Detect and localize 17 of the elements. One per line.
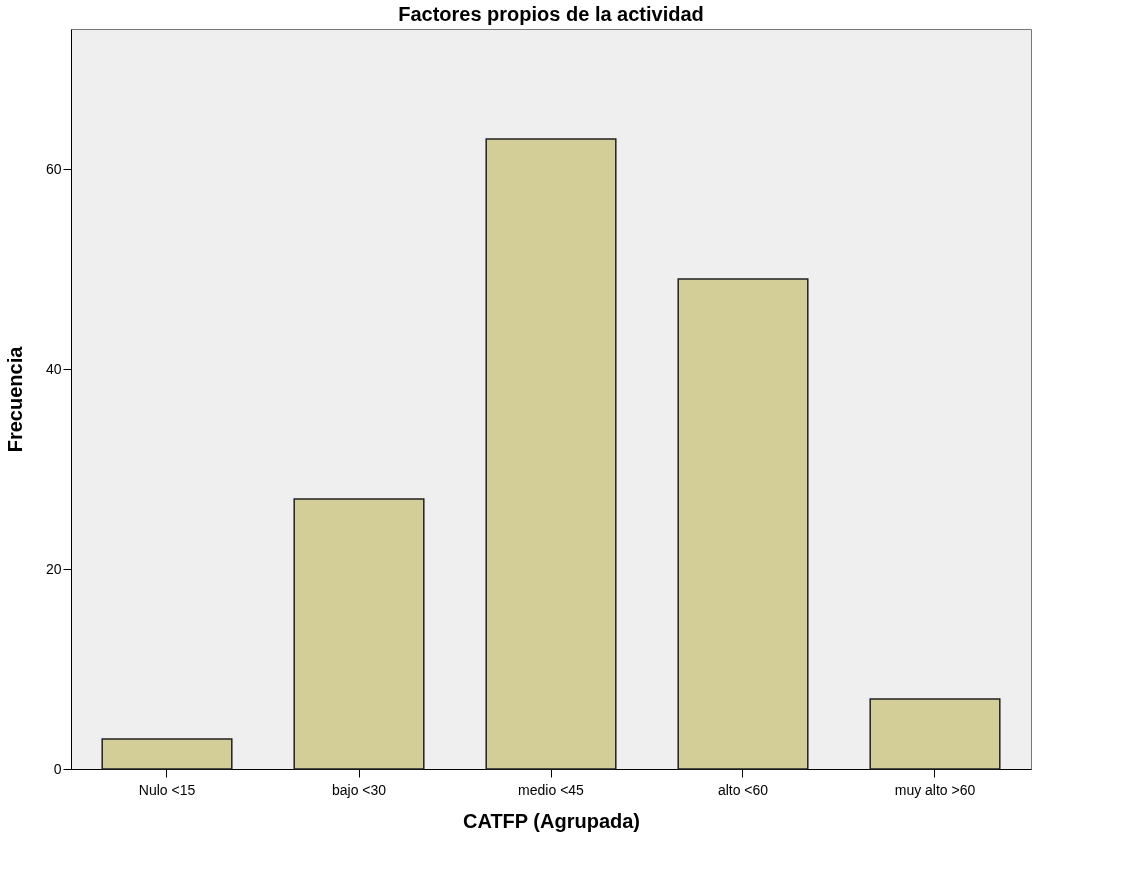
bar [293, 498, 425, 770]
bar [869, 698, 1001, 770]
chart-title: Factores propios de la actividad [398, 3, 704, 25]
y-axis-title: Frecuencia [3, 345, 26, 453]
y-tick-label: 0 [53, 760, 62, 777]
x-tick-label: alto <60 [717, 781, 769, 798]
y-tick-label: 40 [45, 360, 62, 377]
x-tick-label: muy alto >60 [894, 781, 976, 798]
y-tick-label: 20 [45, 560, 62, 577]
y-tick-label: 60 [45, 160, 62, 177]
bar [485, 138, 617, 770]
bar [677, 278, 809, 770]
x-tick-label: bajo <30 [331, 781, 387, 798]
x-tick-label: Nulo <15 [138, 781, 196, 798]
x-axis-title: CATFP (Agrupada) [462, 809, 641, 832]
bar [101, 738, 233, 770]
x-tick-label: medio <45 [518, 781, 585, 798]
